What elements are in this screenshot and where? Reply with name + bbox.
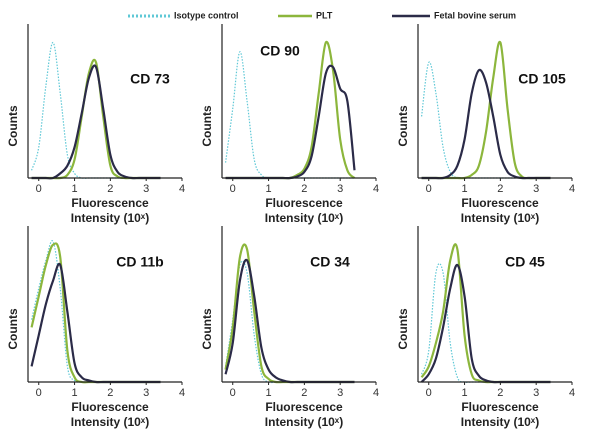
x-tick-label: 3: [337, 183, 343, 195]
x-tick-label: 4: [373, 183, 379, 195]
x-tick-label: 1: [71, 387, 77, 399]
panel-title: CD 45: [505, 254, 545, 270]
legend-label: Fetal bovine serum: [434, 10, 516, 20]
x-tick-label: 0: [230, 183, 236, 195]
x-tick-label: 0: [230, 387, 236, 399]
x-tick-label: 1: [461, 387, 467, 399]
x-tick-label: 3: [533, 183, 539, 195]
x-axis-label: Fluorescence: [461, 196, 539, 210]
x-tick-label: 2: [301, 387, 307, 399]
x-tick-label: 1: [461, 183, 467, 195]
panel-title: CD 105: [518, 71, 566, 87]
histogram-line: [421, 40, 551, 180]
x-tick-label: 4: [373, 387, 379, 399]
x-axis-label: Fluorescence: [265, 400, 343, 414]
x-tick-label: 0: [36, 183, 42, 195]
histogram-line: [224, 258, 355, 384]
x-tick-label: 0: [36, 387, 42, 399]
histogram-line: [420, 61, 551, 180]
x-tick-label: 3: [533, 387, 539, 399]
x-tick-label: 3: [337, 387, 343, 399]
y-axis-label: Counts: [6, 105, 20, 147]
y-axis-label: Counts: [200, 105, 214, 147]
x-tick-label: 0: [426, 183, 432, 195]
legend-label: PLT: [316, 10, 333, 20]
y-axis-label: Counts: [396, 105, 410, 147]
histogram-line: [224, 260, 355, 384]
histogram-line: [31, 41, 161, 179]
x-axis-label: Fluorescence: [265, 196, 343, 210]
x-axis-label: Fluorescence: [461, 400, 539, 414]
x-tick-label: 3: [143, 183, 149, 195]
histogram-line: [30, 262, 161, 384]
x-tick-label: 1: [265, 183, 271, 195]
x-tick-label: 2: [107, 183, 113, 195]
x-axis-label: Intensity (10ˣ): [71, 415, 149, 429]
x-axis-label: Intensity (10ˣ): [265, 415, 343, 429]
x-tick-label: 4: [569, 183, 575, 195]
x-tick-label: 2: [107, 387, 113, 399]
x-axis-label: Intensity (10ˣ): [461, 211, 539, 225]
y-axis-label: Counts: [200, 308, 214, 350]
x-tick-label: 1: [265, 387, 271, 399]
x-tick-label: 3: [143, 387, 149, 399]
y-axis-label: Counts: [6, 308, 20, 350]
x-axis-label: Intensity (10ˣ): [71, 211, 149, 225]
legend-label: Isotype control: [174, 10, 239, 20]
x-tick-label: 2: [497, 387, 503, 399]
x-tick-label: 1: [71, 183, 77, 195]
x-tick-label: 4: [569, 387, 575, 399]
y-axis-label: Counts: [396, 308, 410, 350]
panel-title: CD 73: [130, 71, 170, 87]
x-axis-label: Fluorescence: [71, 400, 149, 414]
x-axis-label: Intensity (10ˣ): [265, 211, 343, 225]
x-axis-label: Intensity (10ˣ): [461, 415, 539, 429]
histogram-line: [225, 40, 356, 180]
x-axis-label: Fluorescence: [71, 196, 149, 210]
x-tick-label: 2: [497, 183, 503, 195]
x-tick-label: 0: [426, 387, 432, 399]
x-tick-label: 4: [179, 183, 185, 195]
panel-title: CD 34: [310, 254, 350, 270]
x-tick-label: 4: [179, 387, 185, 399]
x-tick-label: 2: [301, 183, 307, 195]
panel-title: CD 90: [260, 43, 300, 59]
panel-title: CD 11b: [116, 254, 163, 270]
